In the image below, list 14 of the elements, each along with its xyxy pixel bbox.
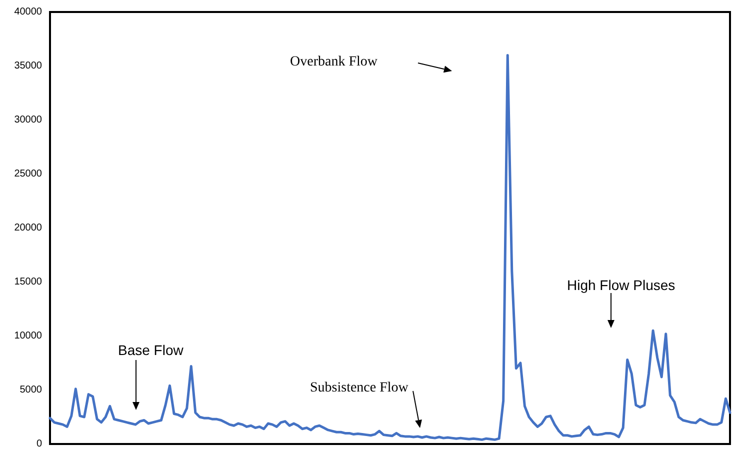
y-tick-label: 35000 <box>14 60 42 72</box>
annotation: High Flow Pluses <box>567 277 676 293</box>
annotation: Base Flow <box>118 342 184 358</box>
y-tick-label: 0 <box>36 438 42 450</box>
y-tick-label: 15000 <box>14 276 42 288</box>
y-tick-label: 5000 <box>20 384 42 396</box>
annotation: Overbank Flow <box>290 54 378 70</box>
y-tick-label: 40000 <box>14 6 42 18</box>
annotation: Subsistence Flow <box>310 380 410 396</box>
y-tick-label: 25000 <box>14 168 42 180</box>
y-tick-label: 20000 <box>14 222 42 234</box>
line-series <box>48 54 732 441</box>
y-tick-label: 30000 <box>14 114 42 126</box>
y-tick-label: 10000 <box>14 330 42 342</box>
